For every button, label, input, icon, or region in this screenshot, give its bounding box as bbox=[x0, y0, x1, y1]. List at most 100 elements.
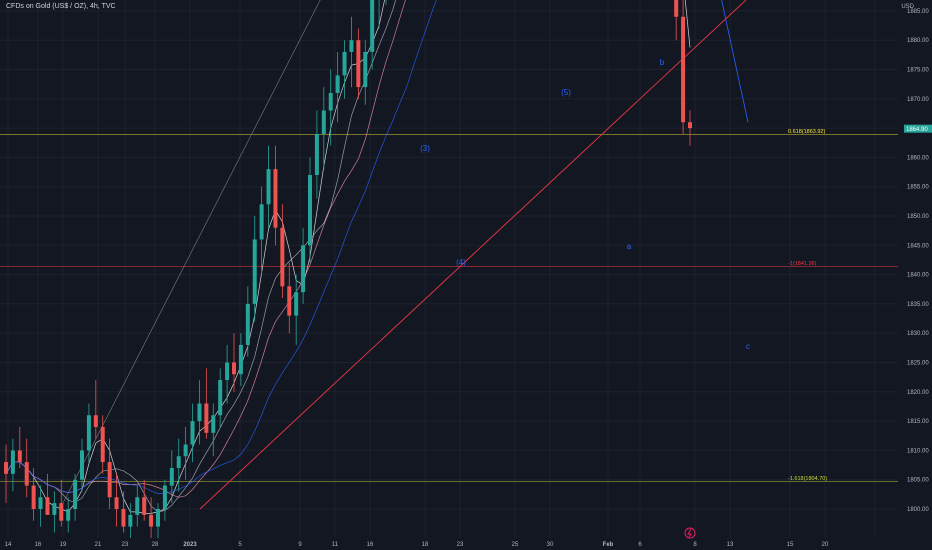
candle bbox=[308, 174, 312, 246]
candle bbox=[301, 245, 306, 293]
candlesticks bbox=[4, 0, 692, 539]
y-tick-label: 1840.00 bbox=[907, 273, 929, 279]
fib-label: -1(1841.36) bbox=[788, 261, 817, 267]
ma-line bbox=[5, 0, 397, 513]
candle bbox=[135, 497, 140, 515]
y-tick-label: 1800.00 bbox=[907, 507, 929, 513]
candle bbox=[225, 362, 230, 381]
time-axis[interactable]: 14 16 19 21 23 28 2023 5 9 11 16 18 23 25 30 Feb 6 8 13 15 2… bbox=[0, 538, 932, 550]
lightning-icon[interactable] bbox=[684, 527, 696, 539]
price-axis-bg bbox=[898, 0, 932, 550]
wave-label: c bbox=[746, 342, 750, 351]
candle bbox=[688, 122, 692, 129]
candle bbox=[342, 51, 347, 76]
x-tick-label: 16 bbox=[367, 542, 374, 548]
candle bbox=[38, 497, 43, 509]
x-tick-label: 5 bbox=[238, 542, 242, 548]
wave-projection-line bbox=[59, 0, 321, 510]
candle bbox=[335, 75, 340, 93]
x-tick-label: 11 bbox=[332, 542, 339, 548]
fib-label: -1.618(1804.70) bbox=[788, 476, 827, 482]
x-tick-label: 30 bbox=[547, 542, 554, 548]
candle bbox=[252, 239, 257, 304]
candle bbox=[363, 51, 368, 88]
x-tick-label: 19 bbox=[60, 542, 67, 548]
y-tick-label: 1830.00 bbox=[907, 331, 929, 337]
candle bbox=[31, 485, 36, 509]
x-tick-label: 16 bbox=[35, 542, 42, 548]
wave-c-path bbox=[721, 0, 749, 123]
x-tick-label: 28 bbox=[152, 542, 159, 548]
x-tick-label: 6 bbox=[638, 542, 642, 548]
candle bbox=[4, 462, 8, 474]
y-tick-label: 1825.00 bbox=[907, 361, 929, 367]
lower-trendline bbox=[199, 0, 747, 510]
candle bbox=[197, 403, 202, 422]
x-tick-label: 25 bbox=[512, 542, 519, 548]
price-badge bbox=[904, 124, 932, 133]
candle bbox=[24, 462, 29, 486]
candle bbox=[52, 503, 57, 515]
ma-line bbox=[5, 0, 691, 514]
price-axis[interactable]: 1800.00 1805.00 1810.00 1815.00 1820.00 1825.… bbox=[898, 0, 932, 550]
fib-label: 0.618(1863.92) bbox=[788, 129, 825, 135]
x-tick-label: 9 bbox=[298, 542, 302, 548]
candle bbox=[66, 509, 71, 521]
candle bbox=[107, 462, 112, 498]
candle bbox=[100, 426, 105, 463]
y-tick-label: 1875.00 bbox=[907, 68, 929, 74]
candle bbox=[370, 0, 375, 52]
wave-label: (5) bbox=[561, 88, 571, 97]
candle bbox=[142, 497, 147, 515]
price-badges: 1917.601917.501911.051901.401899.831890.… bbox=[904, 124, 932, 133]
x-tick-label: 14 bbox=[5, 542, 12, 548]
candle bbox=[259, 204, 264, 240]
candle bbox=[211, 415, 216, 433]
price-badge-text: 1864.90 bbox=[906, 127, 928, 133]
y-tick-label: 1880.00 bbox=[907, 38, 929, 44]
candle bbox=[218, 380, 223, 416]
candle bbox=[232, 362, 236, 375]
x-tick-label: 15 bbox=[787, 542, 794, 548]
candle bbox=[93, 415, 98, 427]
candle bbox=[45, 497, 50, 515]
candle bbox=[10, 450, 15, 474]
candle bbox=[162, 485, 167, 509]
candle bbox=[128, 514, 133, 527]
y-tick-label: 1810.00 bbox=[907, 448, 929, 454]
candle bbox=[287, 286, 292, 316]
x-tick-label: 23 bbox=[457, 542, 464, 548]
candle bbox=[314, 133, 319, 175]
trendlines bbox=[59, 0, 749, 510]
x-tick-label: 20 bbox=[822, 542, 829, 548]
symbol-title[interactable]: CFDs on Gold (US$ / OZ), 4h, TVC bbox=[6, 3, 116, 10]
candle bbox=[114, 497, 119, 509]
candle bbox=[674, 0, 679, 17]
candle bbox=[245, 303, 250, 345]
candle bbox=[190, 421, 195, 445]
wave-labels: (3) (4) (5) a b c bbox=[420, 58, 750, 351]
y-tick-label: 1805.00 bbox=[907, 478, 929, 484]
candle bbox=[294, 292, 299, 316]
wave-label: (3) bbox=[420, 144, 430, 153]
candle bbox=[681, 16, 686, 123]
candle bbox=[328, 92, 333, 111]
y-tick-label: 1815.00 bbox=[907, 419, 929, 425]
candle bbox=[59, 503, 64, 521]
x-tick-label: 2023 bbox=[183, 542, 197, 548]
chart-grid bbox=[0, 0, 898, 538]
candle bbox=[121, 509, 126, 527]
y-tick-label: 1835.00 bbox=[907, 302, 929, 308]
y-tick-label: 1885.00 bbox=[907, 9, 929, 15]
moving-averages bbox=[5, 0, 691, 514]
wave-label: (4) bbox=[456, 258, 466, 267]
candle bbox=[156, 509, 160, 527]
candle bbox=[176, 456, 181, 468]
x-tick-label: 23 bbox=[122, 542, 129, 548]
candle bbox=[321, 110, 326, 134]
x-tick-label: 8 bbox=[693, 542, 697, 548]
candle bbox=[204, 403, 209, 433]
candle bbox=[86, 415, 91, 451]
y-tick-label: 1855.00 bbox=[907, 185, 929, 191]
